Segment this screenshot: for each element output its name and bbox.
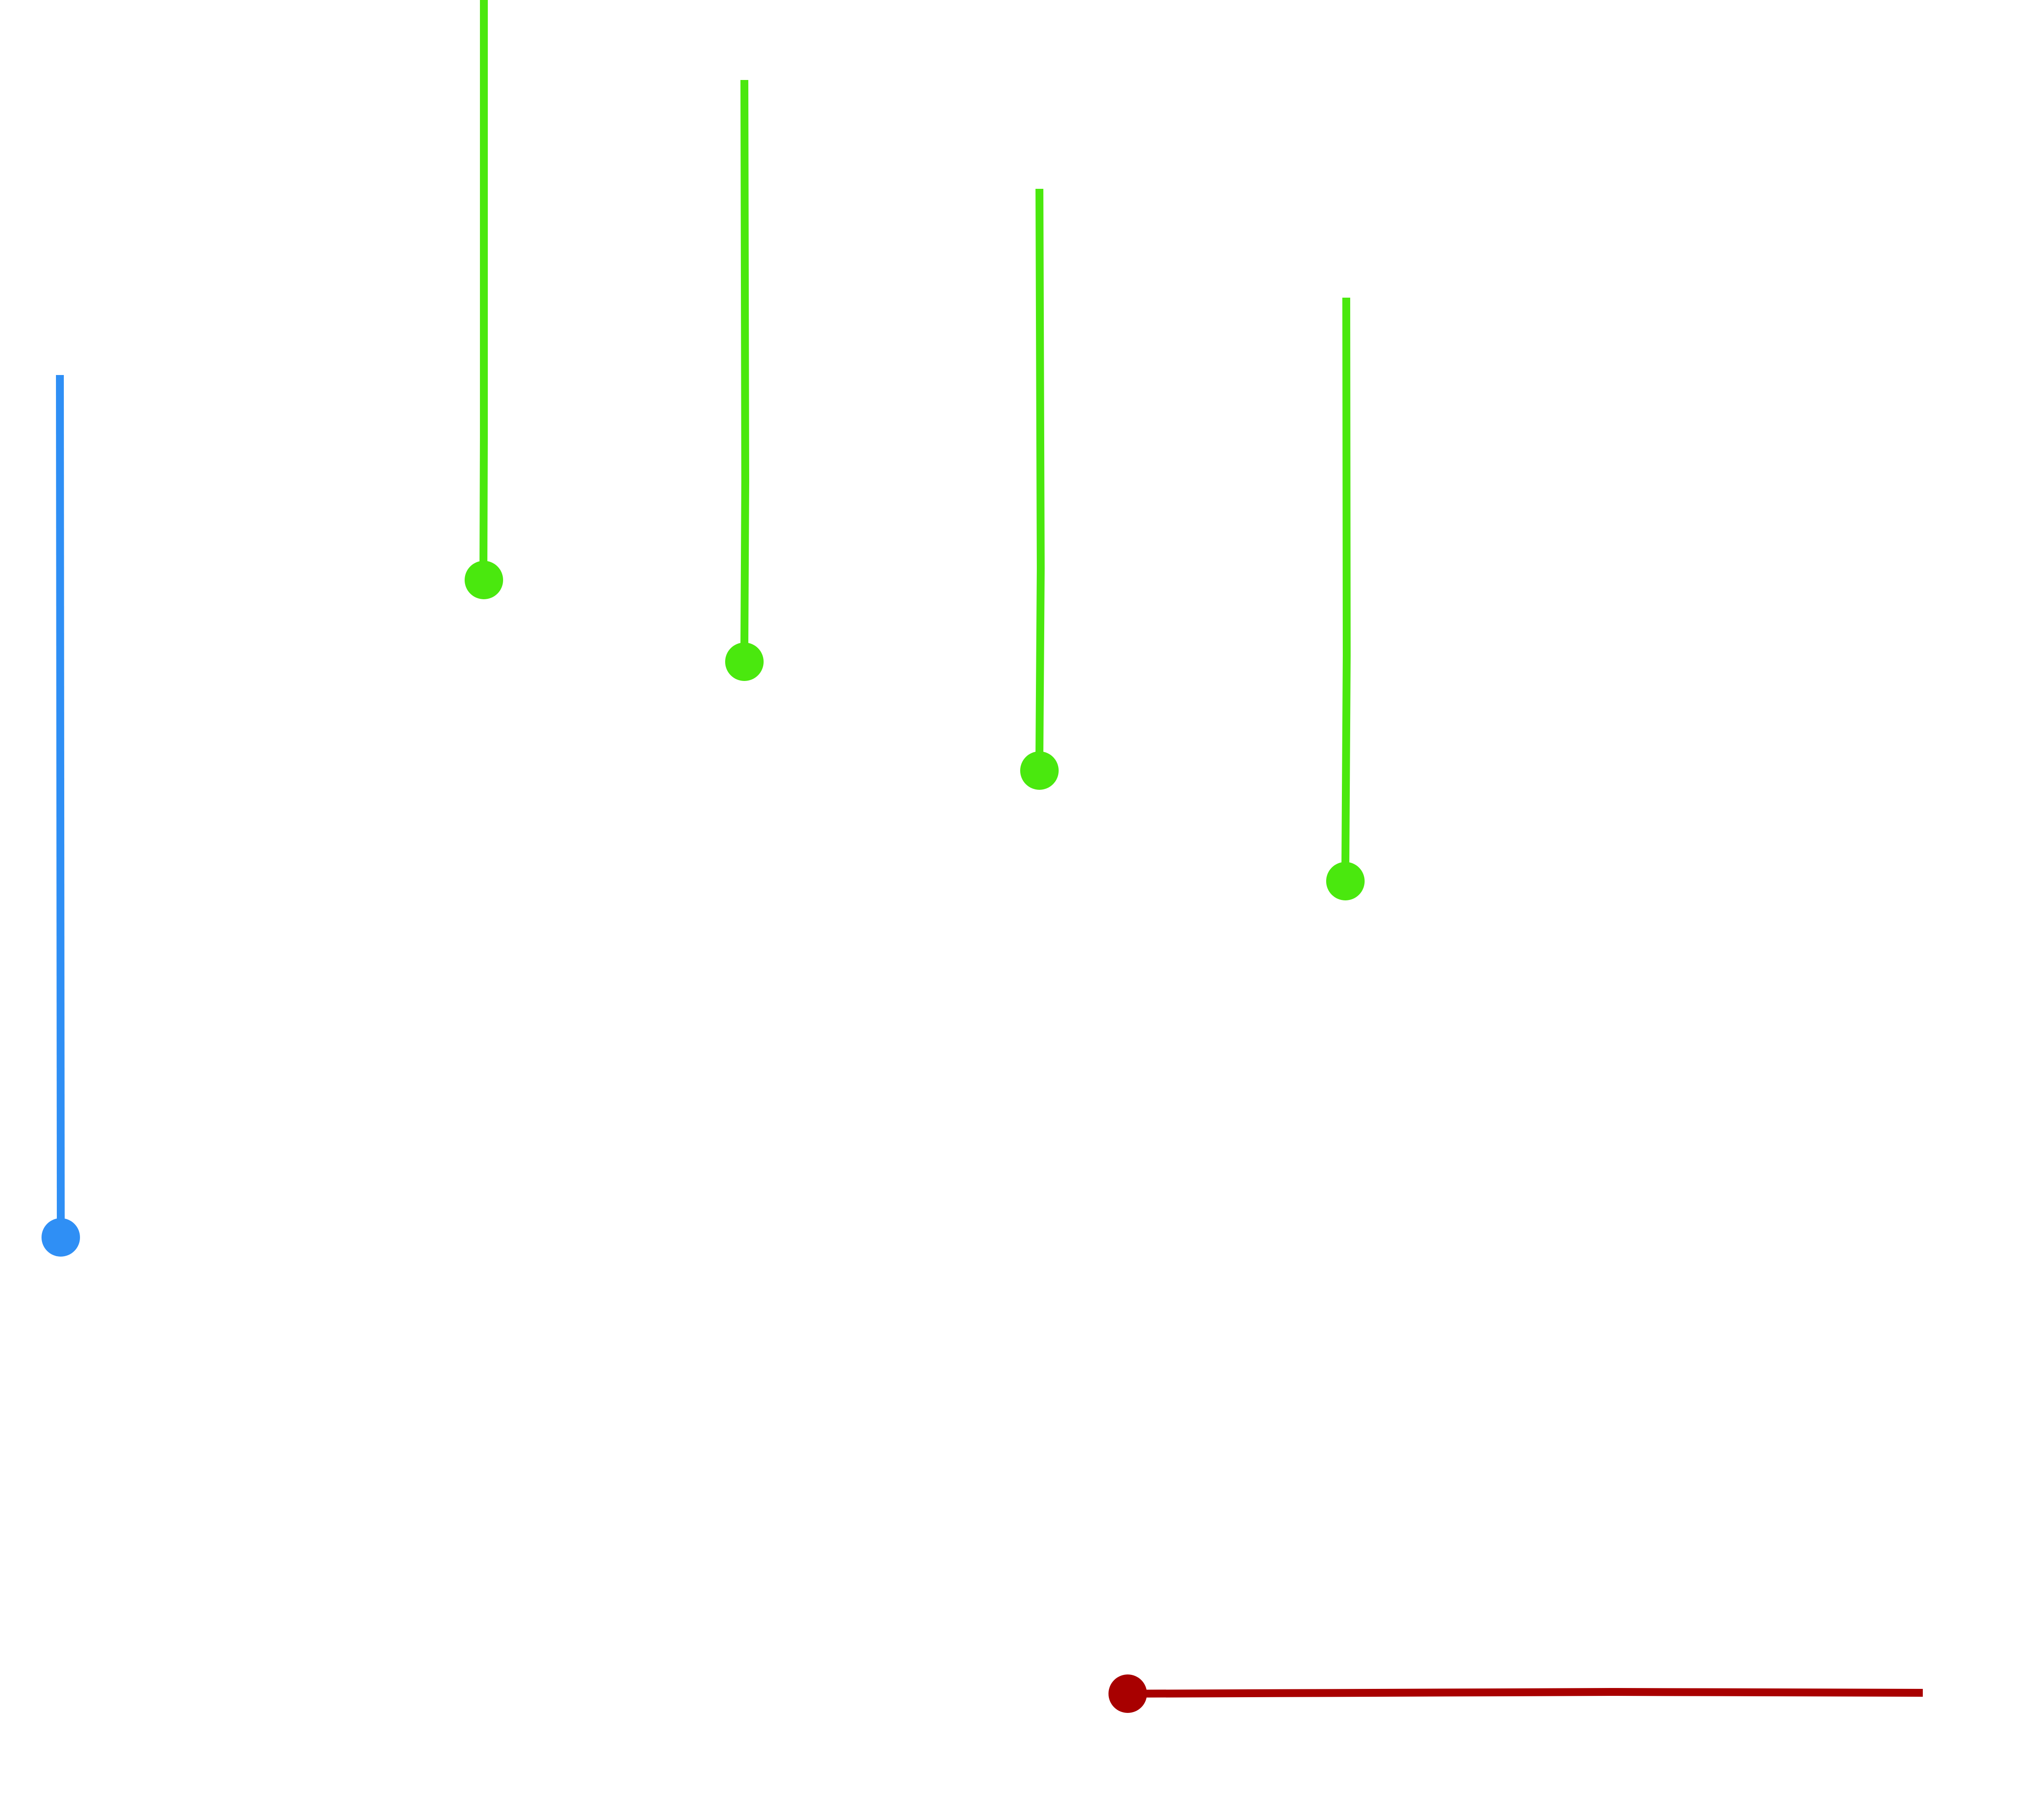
green-stroke-2 [725, 80, 764, 681]
green-stroke-4-endpoint [1326, 862, 1365, 900]
green-stroke-1-line [479, 0, 488, 564]
red-stroke [1108, 1674, 1923, 1713]
red-stroke-line [1127, 1688, 1923, 1698]
red-stroke-endpoint [1108, 1674, 1147, 1713]
green-stroke-3-endpoint [1020, 751, 1059, 790]
green-stroke-3 [1020, 188, 1059, 790]
green-stroke-1 [465, 0, 503, 599]
blue-stroke-line [56, 375, 65, 1220]
green-stroke-2-endpoint [725, 643, 764, 681]
green-stroke-2-line [740, 80, 750, 646]
green-stroke-1-endpoint [465, 561, 503, 599]
green-stroke-4 [1326, 297, 1365, 900]
blue-stroke [42, 375, 80, 1257]
blue-stroke-endpoint [42, 1218, 80, 1257]
green-stroke-4-line [1341, 297, 1351, 865]
green-stroke-3-line [1035, 188, 1045, 754]
